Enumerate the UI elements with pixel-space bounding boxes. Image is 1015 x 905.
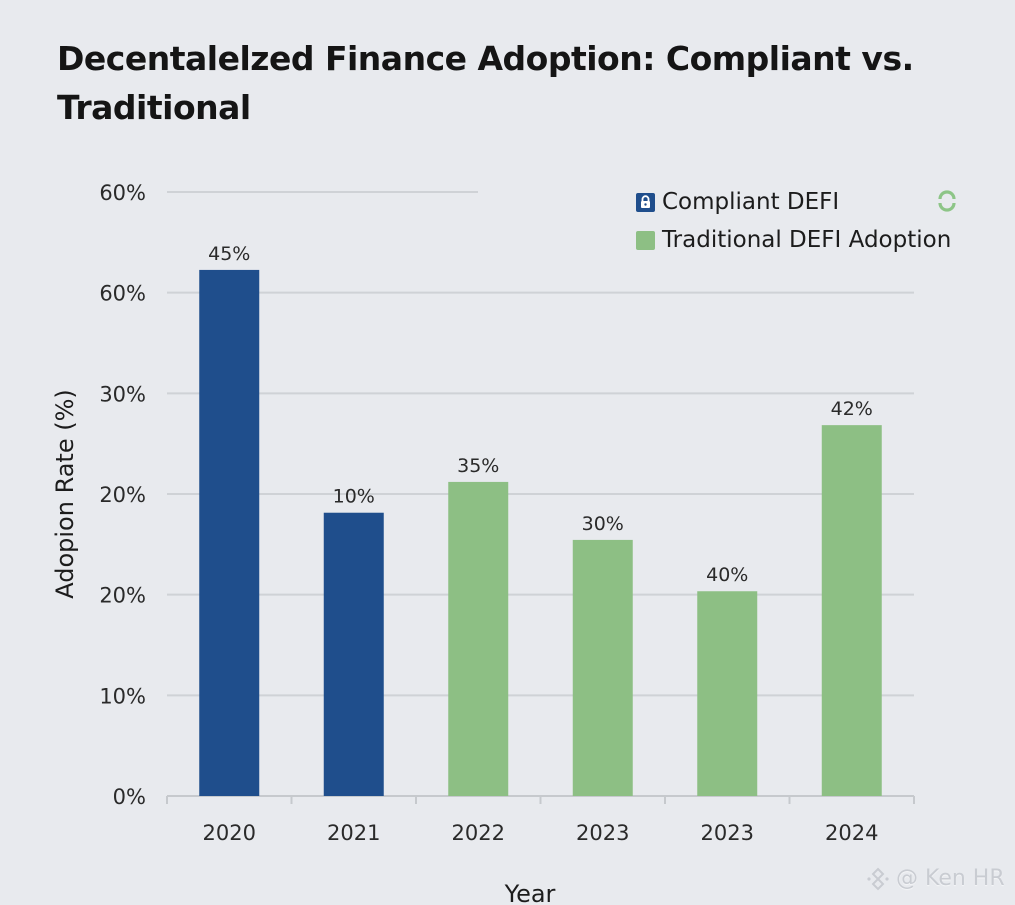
bar-2023[interactable] (697, 591, 758, 796)
y-tick-label: 10% (99, 684, 146, 708)
bars (199, 269, 882, 796)
x-tick-label: 2023 (701, 821, 754, 845)
x-tick-label: 2022 (452, 821, 505, 845)
x-tick-label: 2024 (825, 821, 878, 845)
watermark-text: @ Ken HR (896, 866, 1005, 891)
gridlines (167, 191, 914, 697)
y-axis-ticks: 0% 10% 20% 20% 30% 60% 60% (99, 181, 146, 809)
binance-logo-icon (867, 867, 889, 890)
y-tick-label: 20% (99, 584, 146, 608)
data-label: 40% (706, 564, 748, 586)
legend-item-compliant[interactable]: Compliant DEFI (636, 183, 951, 221)
legend-label: Compliant DEFI (662, 189, 840, 215)
square-swatch-icon (636, 230, 655, 250)
x-tick-label: 2023 (576, 821, 629, 845)
y-axis-title: Adopion Rate (%) (51, 389, 79, 599)
data-label: 10% (333, 486, 375, 508)
x-axis-title: Year (504, 880, 556, 905)
x-axis: 2020 2021 2022 2023 2023 2024 (166, 795, 915, 845)
bar-2024[interactable] (821, 425, 882, 796)
bar-2021[interactable] (323, 512, 384, 796)
y-tick-label: 60% (99, 181, 146, 205)
data-label: 42% (831, 398, 873, 420)
chart-title: Decentalelzed Finance Adoption: Complian… (57, 39, 914, 127)
data-label: 35% (457, 455, 499, 477)
data-label: 45% (208, 243, 250, 265)
bar-2022[interactable] (448, 481, 509, 796)
watermark: @ Ken HR (866, 866, 1005, 891)
y-tick-label: 0% (113, 785, 146, 809)
x-tick-label: 2021 (327, 821, 380, 845)
bar-2023[interactable] (572, 539, 633, 796)
y-tick-label: 20% (99, 483, 146, 507)
legend: Compliant DEFI Traditional DEFI Adoption (636, 183, 951, 259)
data-label: 30% (582, 513, 624, 535)
lock-icon (636, 192, 655, 212)
bar-2020[interactable] (199, 269, 260, 796)
x-tick-label: 2020 (203, 821, 256, 845)
refresh-icon[interactable] (936, 190, 958, 212)
y-tick-label: 60% (99, 282, 146, 306)
data-labels: 45% 10% 35% 30% 40% 42% (208, 243, 873, 586)
legend-label: Traditional DEFI Adoption (662, 227, 952, 253)
y-tick-label: 30% (99, 382, 146, 406)
legend-item-traditional[interactable]: Traditional DEFI Adoption (636, 221, 951, 259)
